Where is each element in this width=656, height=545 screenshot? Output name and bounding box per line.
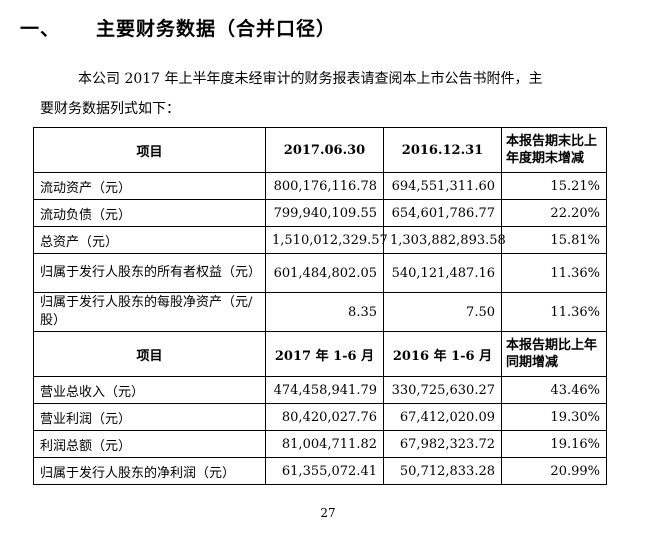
header-date-1: 2017.06.30	[265, 127, 384, 173]
row-label: 流动负债（元）	[33, 199, 266, 227]
row-value-2: 67,982,323.72	[383, 430, 502, 458]
row-label: 营业总收入（元）	[33, 376, 266, 404]
row-value-2: 540,121,487.16	[383, 253, 502, 293]
section-title: 主要财务数据（合并口径）	[96, 18, 337, 40]
row-label: 利润总额（元）	[33, 430, 266, 458]
intro-line-1: 本公司 2017 年上半年度未经审计的财务报表请查阅本上市公告书附件，主	[78, 71, 543, 87]
row-change: 15.21%	[501, 172, 607, 200]
header-change: 本报告期末比上年度期末增减	[501, 127, 607, 173]
row-label: 流动资产（元）	[33, 172, 266, 200]
table-row: 总资产（元） 1,510,012,329.57 1,303,882,893.58…	[33, 226, 607, 254]
table-row: 营业利润（元） 80,420,027.76 67,412,020.09 19.3…	[33, 403, 607, 431]
intro-line-2: 要财务数据列式如下：	[40, 101, 180, 117]
row-label: 归属于发行人股东的净利润（元）	[33, 457, 266, 485]
row-change: 22.20%	[501, 199, 607, 227]
table-row: 流动资产（元） 800,176,116.78 694,551,311.60 15…	[33, 172, 607, 200]
section-heading: 一、 主要财务数据（合并口径）	[20, 14, 336, 41]
row-change: 19.30%	[501, 403, 607, 431]
header-date-2: 2016.12.31	[383, 127, 502, 173]
header-change: 本报告期比上年同期增减	[501, 331, 607, 377]
row-value-2: 67,412,020.09	[383, 403, 502, 431]
row-value-1: 799,940,109.55	[265, 199, 384, 227]
row-value-1: 800,176,116.78	[265, 172, 384, 200]
header-period-1: 2017 年 1-6 月	[265, 331, 384, 377]
header-item: 项目	[33, 127, 266, 173]
table-row: 归属于发行人股东的每股净资产（元/股） 8.35 7.50 11.36%	[33, 292, 607, 332]
table-row: 利润总额（元） 81,004,711.82 67,982,323.72 19.1…	[33, 430, 607, 458]
row-value-2: 330,725,630.27	[383, 376, 502, 404]
row-value-1: 61,355,072.41	[265, 457, 384, 485]
header-item: 项目	[33, 331, 266, 377]
row-value-1: 1,510,012,329.57	[265, 226, 388, 254]
table-row: 归属于发行人股东的所有者权益（元） 601,484,802.05 540,121…	[33, 253, 607, 293]
row-value-1: 80,420,027.76	[265, 403, 384, 431]
table-row: 流动负债（元） 799,940,109.55 654,601,786.77 22…	[33, 199, 607, 227]
row-value-2: 50,712,833.28	[383, 457, 502, 485]
row-change: 15.81%	[501, 226, 607, 254]
row-label: 归属于发行人股东的每股净资产（元/股）	[33, 292, 266, 332]
row-value-1: 474,458,941.79	[265, 376, 384, 404]
section-number: 一、	[20, 18, 61, 40]
row-value-1: 8.35	[265, 292, 384, 332]
row-change: 43.46%	[501, 376, 607, 404]
row-value-2: 7.50	[383, 292, 502, 332]
row-label: 营业利润（元）	[33, 403, 266, 431]
row-label: 归属于发行人股东的所有者权益（元）	[33, 253, 266, 293]
row-change: 11.36%	[501, 253, 607, 293]
row-label: 总资产（元）	[33, 226, 266, 254]
table-row: 营业总收入（元） 474,458,941.79 330,725,630.27 4…	[33, 376, 607, 404]
row-change: 19.16%	[501, 430, 607, 458]
intro-paragraph: 本公司 2017 年上半年度未经审计的财务报表请查阅本上市公告书附件，主 要财务…	[40, 64, 620, 124]
row-value-1: 81,004,711.82	[265, 430, 384, 458]
row-value-1: 601,484,802.05	[265, 253, 384, 293]
row-value-2: 654,601,786.77	[383, 199, 502, 227]
table-header-row: 项目 2017.06.30 2016.12.31 本报告期末比上年度期末增减	[33, 127, 607, 173]
header-period-2: 2016 年 1-6 月	[383, 331, 502, 377]
row-change: 20.99%	[501, 457, 607, 485]
table-row: 归属于发行人股东的净利润（元） 61,355,072.41 50,712,833…	[33, 457, 607, 485]
page-number: 27	[320, 506, 336, 520]
financial-data-table: 项目 2017.06.30 2016.12.31 本报告期末比上年度期末增减 流…	[33, 127, 607, 485]
row-value-2: 694,551,311.60	[383, 172, 502, 200]
row-change: 11.36%	[501, 292, 607, 332]
row-value-2: 1,303,882,893.58	[383, 226, 506, 254]
table-header-row: 项目 2017 年 1-6 月 2016 年 1-6 月 本报告期比上年同期增减	[33, 331, 607, 377]
